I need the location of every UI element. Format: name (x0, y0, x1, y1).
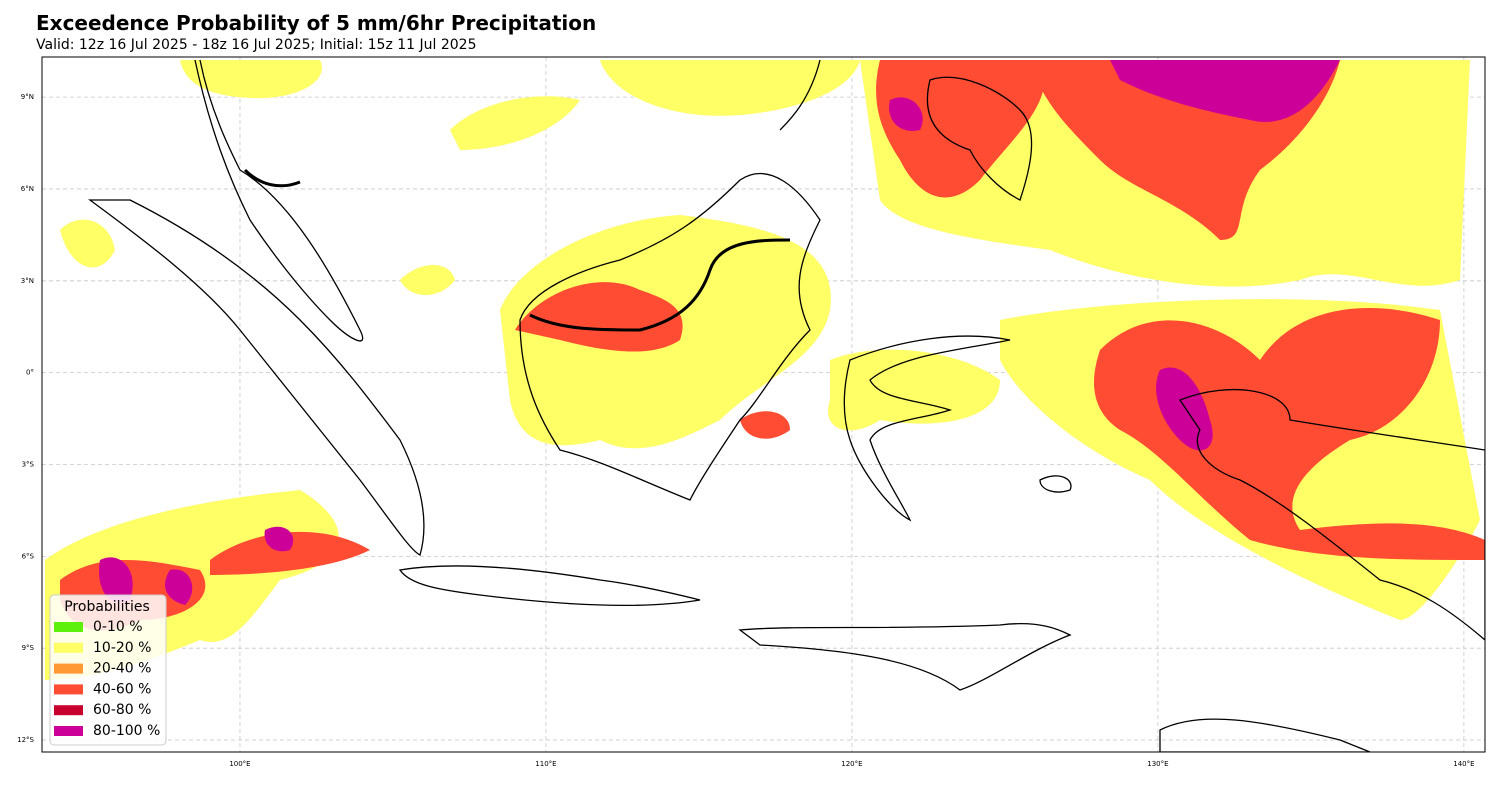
prob-area (450, 96, 580, 150)
legend-label: 80-100 % (93, 723, 160, 739)
map-frame (41, 56, 1486, 753)
y-tick-label: 12°S (17, 736, 34, 744)
legend: Probabilities 0-10 % 10-20 % 20-40 % 40-60 … (49, 594, 167, 746)
prob-area (165, 569, 193, 605)
y-tick-label: 3°N (21, 277, 34, 285)
coastline (843, 335, 1011, 522)
y-tick-label: 9°S (22, 644, 35, 652)
prob-area (515, 282, 683, 352)
coastlines (88, 59, 1485, 752)
coastline (398, 565, 701, 607)
prob-area (876, 60, 1045, 198)
y-tick-label: 0° (26, 369, 34, 377)
legend-title: Probabilities (64, 599, 150, 615)
border (243, 168, 301, 188)
coastline (1159, 718, 1371, 752)
coastline (738, 623, 1072, 691)
coastline (779, 59, 821, 131)
coastline (1039, 475, 1072, 493)
x-tick-label: 120°E (841, 760, 862, 768)
x-tick-label: 110°E (535, 760, 556, 768)
x-tick-label: 140°E (1453, 760, 1474, 768)
y-tick-label: 9°N (21, 93, 34, 101)
legend-label: 40-60 % (93, 681, 151, 697)
y-tick-label: 3°S (22, 461, 35, 469)
prob-area (889, 97, 923, 131)
title: Exceedence Probability of 5 mm/6hr Preci… (36, 11, 596, 35)
legend-swatch (54, 663, 83, 674)
prob-area (210, 531, 370, 575)
legend-swatch (54, 705, 83, 716)
prob-area (60, 219, 115, 268)
y-tick-label: 6°N (21, 185, 34, 193)
legend-label: 0-10 % (93, 619, 143, 635)
precipitation (45, 60, 1485, 680)
prob-area (740, 411, 790, 439)
legend-swatch (54, 684, 83, 695)
prob-area (400, 265, 455, 295)
legend-swatch (54, 622, 83, 632)
x-tick-label: 130°E (1147, 760, 1168, 768)
prob-area (600, 60, 860, 116)
y-tick-label: 6°S (22, 552, 35, 560)
border (529, 238, 791, 332)
prob-area (1156, 367, 1213, 451)
coastline (194, 59, 364, 342)
prob-area (828, 349, 1000, 431)
x-tick-label: 100°E (229, 760, 250, 768)
legend-label: 60-80 % (93, 702, 151, 718)
prob-area (180, 60, 322, 99)
prob-area (99, 557, 133, 603)
coastline (88, 199, 425, 556)
coastline (926, 76, 1033, 201)
prob-area (1094, 308, 1485, 560)
legend-label: 10-20 % (93, 640, 151, 656)
subtitle: Valid: 12z 16 Jul 2025 - 18z 16 Jul 2025… (36, 37, 476, 53)
coastline (519, 173, 821, 501)
legend-swatch (54, 642, 83, 653)
prob-area (264, 526, 294, 552)
legend-swatch (54, 726, 83, 736)
coastline (1179, 389, 1485, 641)
legend-label: 20-40 % (93, 661, 151, 677)
prob-area (1110, 60, 1340, 122)
